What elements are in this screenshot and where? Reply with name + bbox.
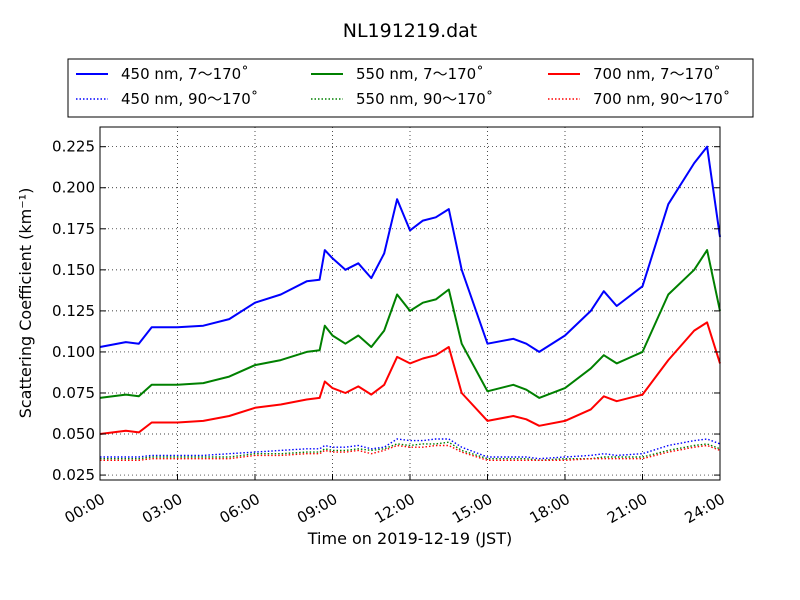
y-tick-label: 0.175 bbox=[52, 220, 95, 238]
legend-label: 550 nm, 90～170˚ bbox=[356, 90, 493, 108]
x-tick-label: 18:00 bbox=[527, 490, 573, 527]
series-line bbox=[100, 438, 721, 460]
y-axis-label: Scattering Coefficient (km⁻¹) bbox=[16, 188, 35, 419]
x-tick-label: 21:00 bbox=[604, 490, 650, 527]
x-tick-label: 03:00 bbox=[139, 490, 185, 527]
y-tick-label: 0.150 bbox=[52, 261, 95, 279]
y-tick-label: 0.200 bbox=[52, 179, 95, 197]
x-tick-label: 15:00 bbox=[449, 490, 495, 527]
x-tick-label: 06:00 bbox=[217, 490, 263, 527]
chart-title: NL191219.dat bbox=[343, 20, 478, 42]
legend-label: 700 nm, 90～170˚ bbox=[593, 90, 730, 108]
legend-frame bbox=[67, 58, 754, 118]
y-tick-label: 0.100 bbox=[52, 343, 95, 361]
legend-label: 450 nm, 90～170˚ bbox=[121, 90, 258, 108]
legend-label: 450 nm, 7～170˚ bbox=[121, 65, 249, 83]
legend-label: 700 nm, 7～170˚ bbox=[593, 65, 721, 83]
y-axis: 0.025 0.050 0.075 0.100 0.125 0.150 0.175 0.200… bbox=[52, 138, 720, 484]
x-tick-label: 12:00 bbox=[372, 490, 418, 527]
y-tick-label: 0.025 bbox=[52, 466, 95, 484]
y-tick-label: 0.225 bbox=[52, 138, 95, 156]
y-tick-label: 0.050 bbox=[52, 425, 95, 443]
y-tick-label: 0.075 bbox=[52, 384, 95, 402]
plot-lines bbox=[99, 145, 721, 461]
series-line bbox=[99, 249, 721, 399]
series-line bbox=[100, 444, 721, 461]
x-axis-label: Time on 2019-12-19 (JST) bbox=[307, 529, 512, 548]
x-tick-label: 24:00 bbox=[682, 490, 728, 527]
y-tick-label: 0.125 bbox=[52, 302, 95, 320]
x-tick-label: 00:00 bbox=[62, 490, 108, 527]
legend-label: 550 nm, 7～170˚ bbox=[356, 65, 484, 83]
x-axis: 00:00 03:00 06:00 09:00 12:00 15:00 18:00 21:00… bbox=[62, 474, 728, 527]
grid-lines bbox=[99, 127, 721, 480]
x-tick-label: 09:00 bbox=[294, 490, 340, 527]
series-line bbox=[99, 321, 721, 435]
series-line bbox=[99, 145, 721, 353]
legend: 450 nm, 7～170˚ 550 nm, 7～170˚ 700 nm, 7～17… bbox=[67, 58, 754, 118]
